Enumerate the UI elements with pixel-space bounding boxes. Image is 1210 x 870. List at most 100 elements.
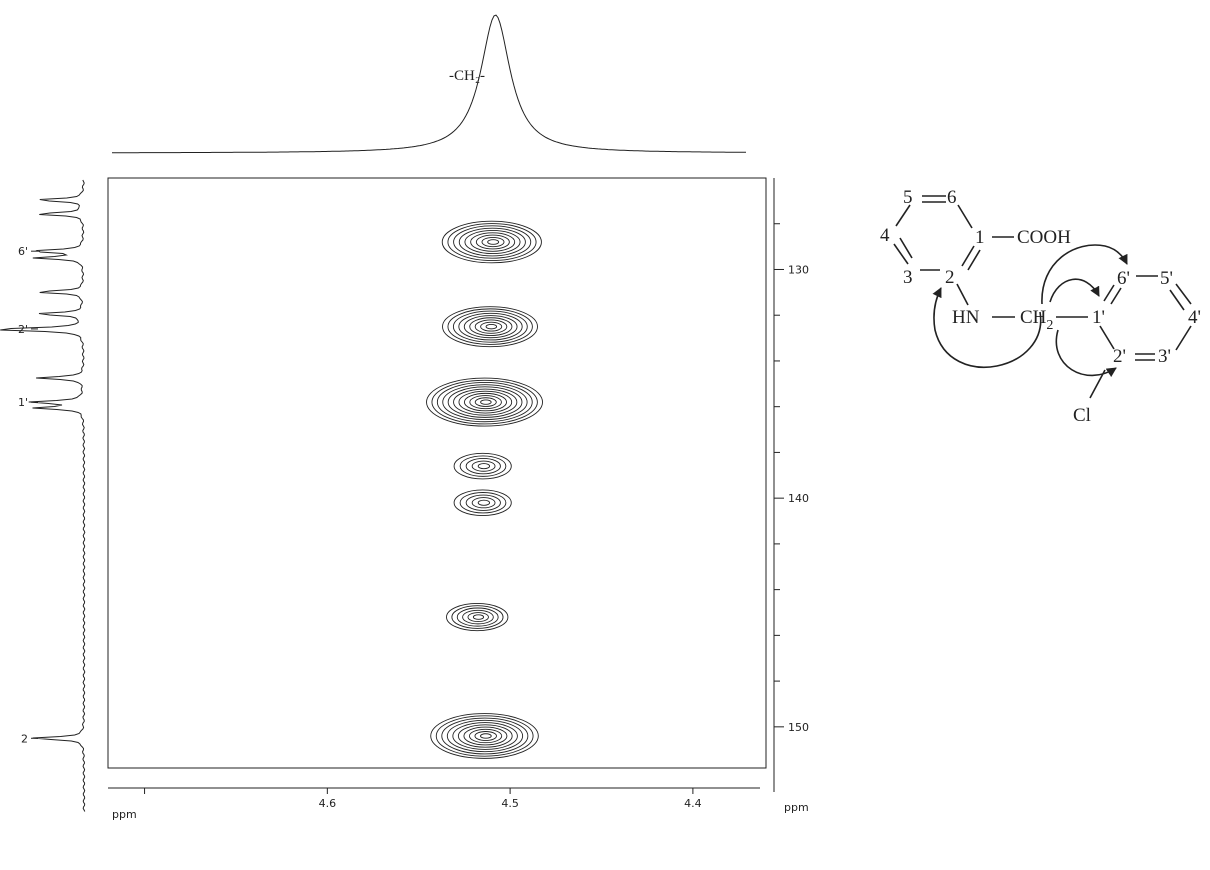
arrow-ch2-to-c1p bbox=[1049, 278, 1100, 303]
contour-level bbox=[426, 377, 543, 427]
atom-3: 3 bbox=[903, 267, 913, 288]
molecular-structure: 5 6 4 1 COOH 3 2 HN CH2 1' 6' 5' 4' 2' 3… bbox=[880, 187, 1201, 426]
y-axis-ticks: 130 140 150 bbox=[774, 223, 809, 734]
atom-2-prime: 2' bbox=[1113, 346, 1126, 367]
contour-level bbox=[431, 379, 538, 425]
y-axis: 130 140 150 ppm bbox=[773, 178, 809, 814]
atom-5: 5 bbox=[903, 187, 913, 208]
left-peak-label: 6' bbox=[18, 245, 28, 258]
chlorine-atom: Cl bbox=[1073, 405, 1091, 426]
cross-peaks bbox=[426, 220, 543, 759]
top-projection-label: -CH₂- bbox=[449, 68, 485, 84]
x-tick-label: 4.5 bbox=[501, 797, 519, 810]
x-tick-label: 4.6 bbox=[319, 797, 337, 810]
contour-level bbox=[453, 452, 512, 480]
y-axis-label: ppm bbox=[784, 801, 809, 814]
contour-level bbox=[463, 392, 508, 412]
left-projection: 6' 2' 1' 2 bbox=[0, 179, 86, 812]
cross-peak bbox=[442, 306, 538, 348]
atom-2: 2 bbox=[945, 267, 955, 288]
contour-level bbox=[469, 395, 502, 410]
cross-peak bbox=[426, 377, 543, 427]
left-projection-trace bbox=[0, 179, 86, 812]
contour-level bbox=[452, 310, 528, 343]
contour-level bbox=[457, 724, 513, 748]
contour-level bbox=[430, 713, 539, 759]
left-projection-labels: 6' 2' 1' 2 bbox=[18, 245, 38, 745]
contour-level bbox=[458, 312, 523, 341]
contour-level bbox=[447, 308, 533, 345]
contour-level bbox=[480, 733, 492, 739]
contour-level bbox=[485, 323, 498, 330]
contour-level bbox=[471, 460, 496, 472]
contour-level bbox=[446, 603, 509, 632]
left-peak-label: 1' bbox=[18, 396, 28, 409]
contour-level bbox=[477, 499, 491, 506]
contour-level bbox=[442, 306, 538, 348]
contour-level bbox=[470, 232, 516, 252]
y-tick-label: 140 bbox=[788, 492, 809, 505]
contour-level bbox=[451, 605, 504, 629]
structure-labels: 5 6 4 1 COOH 3 2 HN CH2 1' 6' 5' 4' 2' 3… bbox=[880, 187, 1201, 426]
contour-level bbox=[459, 455, 507, 477]
contour-level bbox=[474, 731, 497, 741]
contour-level bbox=[467, 612, 489, 623]
arrow-ch2-to-c2p bbox=[1055, 329, 1117, 378]
cross-peak bbox=[446, 603, 509, 632]
contour-level bbox=[452, 722, 518, 750]
contour-level bbox=[441, 220, 542, 264]
atom-3-prime: 3' bbox=[1158, 346, 1171, 367]
structure-bonds bbox=[893, 195, 1192, 399]
contour-level bbox=[453, 388, 518, 416]
contour-level bbox=[474, 397, 497, 407]
plot-frame bbox=[107, 177, 767, 769]
contour-level bbox=[446, 719, 524, 753]
top-projection: -CH₂- bbox=[112, 14, 746, 154]
atom-4-prime: 4' bbox=[1188, 307, 1201, 328]
contour-level bbox=[465, 458, 501, 475]
contour-level bbox=[487, 239, 500, 245]
contour-level bbox=[465, 494, 501, 511]
cooh-group: COOH bbox=[1017, 227, 1071, 248]
contour-level bbox=[442, 384, 528, 421]
contour-level bbox=[453, 225, 532, 259]
contour-level bbox=[472, 614, 485, 620]
atom-5-prime: 5' bbox=[1160, 268, 1173, 289]
cross-peak bbox=[430, 713, 539, 759]
arrow-ch2-to-c6p bbox=[1041, 244, 1128, 305]
atom-4: 4 bbox=[880, 225, 890, 246]
atom-1-prime: 1' bbox=[1092, 307, 1105, 328]
contour-level bbox=[435, 715, 534, 757]
contour-level bbox=[480, 399, 492, 405]
x-axis-ticks: 4.6 4.5 4.4 bbox=[144, 788, 702, 810]
contour-level bbox=[458, 227, 526, 257]
contour-level bbox=[453, 489, 512, 516]
contour-level bbox=[458, 390, 513, 414]
contour-level bbox=[464, 230, 521, 255]
contour-level bbox=[463, 726, 508, 746]
atom-6: 6 bbox=[947, 187, 957, 208]
atom-1: 1 bbox=[975, 227, 985, 248]
contour-level bbox=[475, 234, 510, 250]
top-projection-trace bbox=[112, 14, 746, 154]
x-axis: 4.6 4.5 4.4 ppm bbox=[108, 787, 760, 821]
cross-peak bbox=[441, 220, 542, 264]
contour-level bbox=[441, 717, 529, 755]
contour-level bbox=[481, 236, 505, 248]
contour-level bbox=[456, 607, 499, 627]
contour-level bbox=[436, 382, 533, 423]
contour-level bbox=[468, 728, 503, 744]
contour-level bbox=[463, 315, 518, 339]
x-axis-label: ppm bbox=[112, 808, 137, 821]
cross-peak bbox=[453, 489, 512, 516]
contour-level bbox=[462, 609, 494, 625]
y-tick-label: 150 bbox=[788, 721, 809, 734]
contour-level bbox=[474, 319, 508, 334]
contour-level bbox=[447, 223, 537, 261]
left-peak-label: 2' bbox=[18, 323, 28, 336]
left-peak-label: 2 bbox=[21, 732, 28, 745]
contour-level bbox=[469, 317, 513, 336]
contour-level bbox=[447, 386, 523, 418]
x-tick-label: 4.4 bbox=[684, 797, 702, 810]
